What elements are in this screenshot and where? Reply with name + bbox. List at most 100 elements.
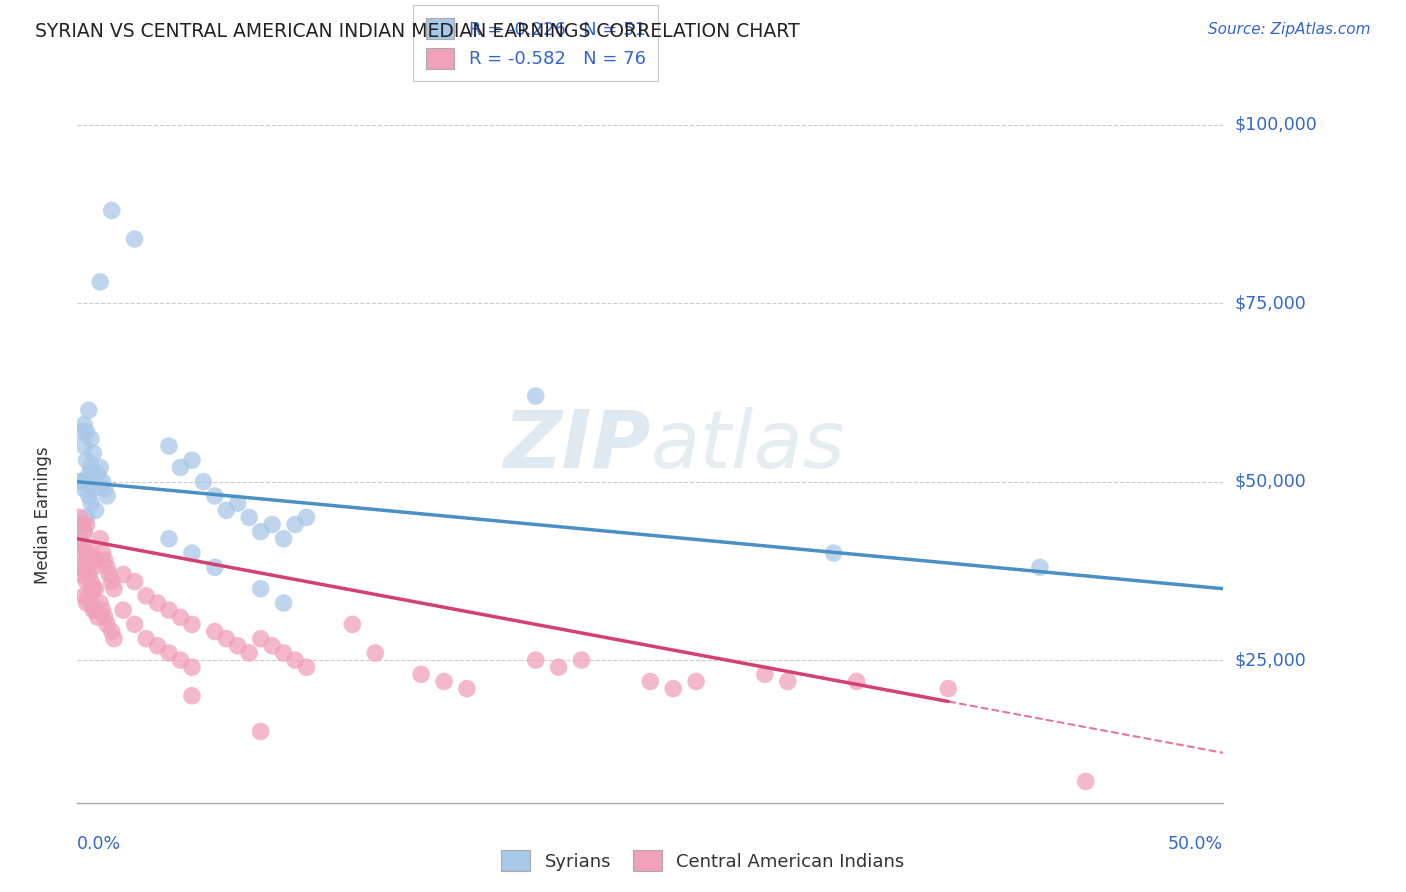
Point bbox=[80, 546, 103, 560]
Point bbox=[524, 389, 547, 403]
Point bbox=[754, 667, 776, 681]
Point bbox=[89, 532, 111, 546]
Point bbox=[273, 532, 295, 546]
Point bbox=[80, 432, 103, 446]
Point bbox=[364, 646, 387, 660]
Point bbox=[84, 603, 107, 617]
Point bbox=[1074, 774, 1097, 789]
Point bbox=[662, 681, 685, 696]
Point bbox=[87, 610, 110, 624]
Text: $100,000: $100,000 bbox=[1234, 116, 1317, 134]
Point bbox=[547, 660, 569, 674]
Point bbox=[100, 203, 122, 218]
Point bbox=[776, 674, 799, 689]
Point bbox=[146, 596, 169, 610]
Point bbox=[180, 689, 204, 703]
Point bbox=[262, 639, 284, 653]
Point bbox=[73, 560, 96, 574]
Point bbox=[70, 425, 93, 439]
Point bbox=[273, 596, 295, 610]
Point bbox=[91, 475, 114, 489]
Point bbox=[1029, 560, 1052, 574]
Point bbox=[215, 632, 238, 646]
Point bbox=[124, 232, 146, 246]
Point bbox=[76, 510, 98, 524]
Point bbox=[73, 417, 96, 432]
Point bbox=[77, 553, 100, 567]
Point bbox=[238, 510, 260, 524]
Point bbox=[76, 453, 98, 467]
Point bbox=[262, 517, 284, 532]
Point bbox=[193, 475, 215, 489]
Point bbox=[456, 681, 478, 696]
Point bbox=[70, 475, 93, 489]
Point bbox=[146, 639, 169, 653]
Point bbox=[73, 439, 96, 453]
Point bbox=[76, 425, 98, 439]
Point bbox=[77, 467, 100, 482]
Point bbox=[433, 674, 456, 689]
Point bbox=[169, 460, 191, 475]
Text: $75,000: $75,000 bbox=[1234, 294, 1306, 312]
Point bbox=[640, 674, 662, 689]
Point bbox=[100, 574, 122, 589]
Point bbox=[112, 603, 135, 617]
Point bbox=[100, 624, 122, 639]
Point bbox=[70, 517, 93, 532]
Point bbox=[84, 553, 107, 567]
Text: 0.0%: 0.0% bbox=[77, 835, 121, 853]
Point bbox=[94, 553, 117, 567]
Point bbox=[80, 574, 103, 589]
Point bbox=[76, 596, 98, 610]
Point bbox=[103, 632, 125, 646]
Point bbox=[135, 632, 157, 646]
Point bbox=[84, 503, 107, 517]
Point bbox=[249, 724, 271, 739]
Point bbox=[76, 574, 98, 589]
Point bbox=[284, 517, 307, 532]
Point bbox=[82, 482, 104, 496]
Point bbox=[69, 560, 91, 574]
Point bbox=[82, 603, 104, 617]
Point bbox=[249, 582, 271, 596]
Point bbox=[124, 574, 146, 589]
Point bbox=[73, 482, 96, 496]
Text: SYRIAN VS CENTRAL AMERICAN INDIAN MEDIAN EARNINGS CORRELATION CHART: SYRIAN VS CENTRAL AMERICAN INDIAN MEDIAN… bbox=[35, 22, 800, 41]
Point bbox=[96, 560, 118, 574]
Point bbox=[91, 603, 114, 617]
Point bbox=[295, 660, 318, 674]
Point bbox=[91, 546, 114, 560]
Point bbox=[169, 610, 191, 624]
Point bbox=[89, 275, 111, 289]
Text: 50.0%: 50.0% bbox=[1168, 835, 1223, 853]
Point bbox=[94, 482, 117, 496]
Point bbox=[89, 460, 111, 475]
Text: atlas: atlas bbox=[651, 407, 845, 485]
Point bbox=[77, 403, 100, 417]
Text: $50,000: $50,000 bbox=[1234, 473, 1306, 491]
Point bbox=[936, 681, 959, 696]
Point bbox=[411, 667, 433, 681]
Point bbox=[73, 589, 96, 603]
Point bbox=[180, 546, 204, 560]
Point bbox=[204, 489, 226, 503]
Point bbox=[82, 446, 104, 460]
Point bbox=[157, 439, 180, 453]
Point bbox=[273, 646, 295, 660]
Point bbox=[238, 646, 260, 660]
Point bbox=[70, 567, 93, 582]
Point bbox=[685, 674, 707, 689]
Point bbox=[87, 467, 110, 482]
Point bbox=[80, 496, 103, 510]
Point bbox=[89, 596, 111, 610]
Point bbox=[80, 460, 103, 475]
Point bbox=[76, 517, 98, 532]
Legend: R = -0.226   N = 51, R = -0.582   N = 76: R = -0.226 N = 51, R = -0.582 N = 76 bbox=[413, 5, 658, 81]
Text: Source: ZipAtlas.com: Source: ZipAtlas.com bbox=[1208, 22, 1371, 37]
Point bbox=[249, 632, 271, 646]
Point bbox=[69, 510, 91, 524]
Point bbox=[342, 617, 364, 632]
Point bbox=[73, 524, 96, 539]
Point bbox=[845, 674, 868, 689]
Point bbox=[69, 532, 91, 546]
